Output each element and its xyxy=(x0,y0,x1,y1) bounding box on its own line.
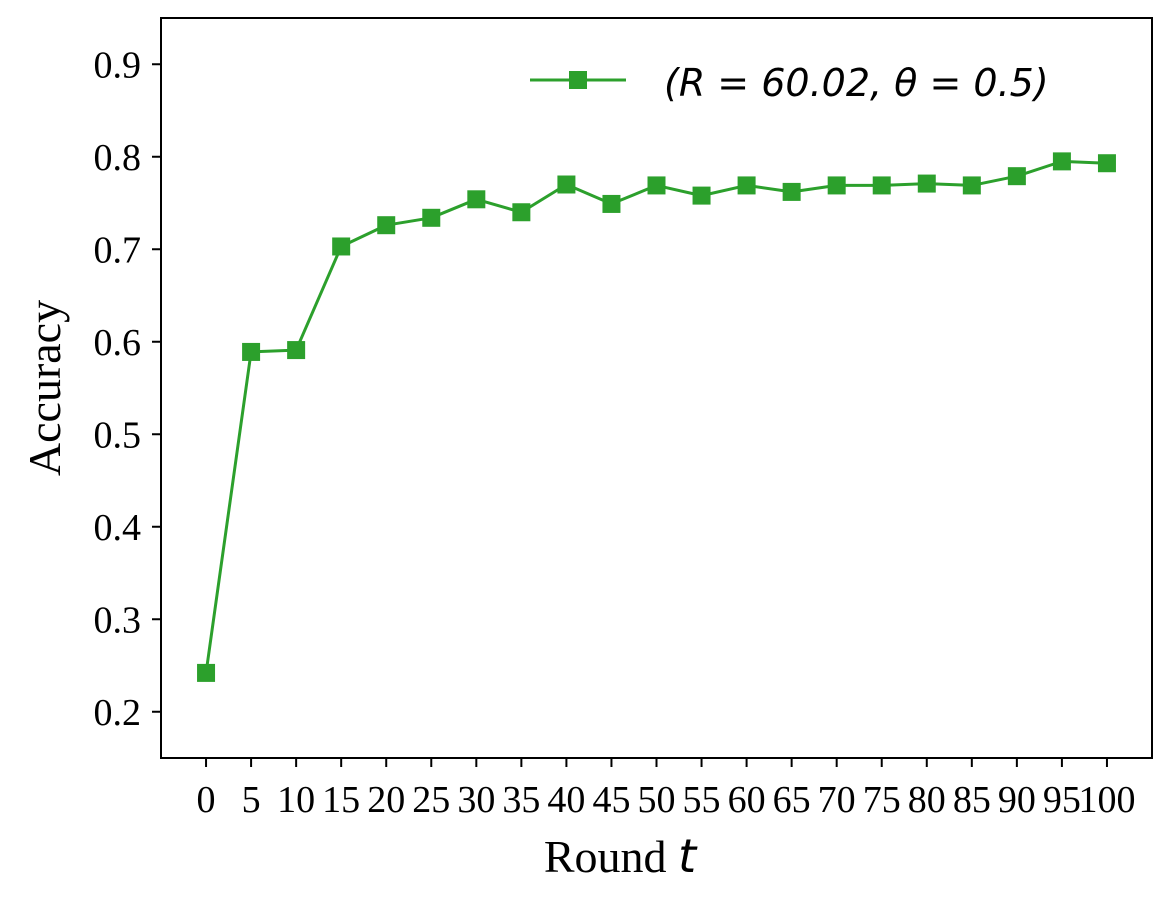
data-point xyxy=(782,182,801,201)
x-tick-label: 80 xyxy=(908,779,946,821)
x-tick-label: 35 xyxy=(502,779,540,821)
x-tick-label: 40 xyxy=(547,779,585,821)
data-point xyxy=(737,176,756,195)
x-tick-label: 50 xyxy=(638,779,676,821)
data-point xyxy=(647,176,666,195)
y-tick-label: 0.7 xyxy=(94,229,142,271)
data-point xyxy=(917,174,936,193)
y-axis-ticks: 0.2 0.3 0.4 0.5 0.6 0.7 0.8 0.9 xyxy=(94,44,161,734)
x-tick-label: 45 xyxy=(592,779,630,821)
x-tick-label: 55 xyxy=(683,779,721,821)
x-tick-label: 60 xyxy=(728,779,766,821)
data-point xyxy=(1052,152,1071,171)
data-point xyxy=(422,208,441,227)
y-tick-label: 0.2 xyxy=(94,692,142,734)
legend-marker xyxy=(569,71,587,89)
data-point xyxy=(332,237,351,256)
data-point xyxy=(512,203,531,222)
x-tick-label: 30 xyxy=(457,779,495,821)
x-tick-label: 70 xyxy=(818,779,856,821)
x-tick-label: 5 xyxy=(242,779,261,821)
x-tick-label: 90 xyxy=(998,779,1036,821)
data-point xyxy=(827,176,846,195)
y-tick-label: 0.8 xyxy=(94,137,142,179)
data-point xyxy=(287,341,306,360)
x-tick-label: 0 xyxy=(197,779,216,821)
y-tick-label: 0.9 xyxy=(94,44,142,86)
data-point xyxy=(1097,154,1116,173)
x-tick-label: 65 xyxy=(773,779,811,821)
data-point xyxy=(692,186,711,205)
x-axis-ticks: 0 5 10 15 20 25 30 35 40 45 50 55 60 65 70 75 80 85 90 9510… xyxy=(197,758,1135,821)
x-tick-label: 25 xyxy=(412,779,450,821)
y-tick-label: 0.5 xyxy=(94,414,142,456)
plot-frame xyxy=(160,17,1153,759)
data-point xyxy=(467,190,486,209)
x-tick-label: 100 xyxy=(1078,779,1135,821)
data-point xyxy=(377,216,396,235)
x-axis-variable: t xyxy=(678,829,698,883)
x-axis-label: Round t xyxy=(544,829,698,883)
x-tick-label: 95 xyxy=(1043,779,1081,821)
data-point xyxy=(872,176,891,195)
y-tick-label: 0.4 xyxy=(94,507,142,549)
y-tick-label: 0.6 xyxy=(94,322,142,364)
series-layer xyxy=(197,152,1116,682)
x-tick-label: 75 xyxy=(863,779,901,821)
legend-label: (R = 60.02, θ = 0.5) xyxy=(664,61,1049,105)
legend: (R = 60.02, θ = 0.5) xyxy=(530,61,1049,105)
data-point xyxy=(962,176,981,195)
y-axis-label: Accuracy xyxy=(19,300,70,476)
x-tick-label: 15 xyxy=(322,779,360,821)
data-point xyxy=(242,342,261,361)
data-point xyxy=(197,663,216,682)
data-point xyxy=(1007,167,1026,186)
data-point xyxy=(602,194,621,213)
y-tick-label: 0.3 xyxy=(94,599,142,641)
x-tick-label: 10 xyxy=(277,779,315,821)
x-tick-label: 85 xyxy=(953,779,991,821)
x-tick-label: 20 xyxy=(367,779,405,821)
data-point xyxy=(557,175,576,194)
